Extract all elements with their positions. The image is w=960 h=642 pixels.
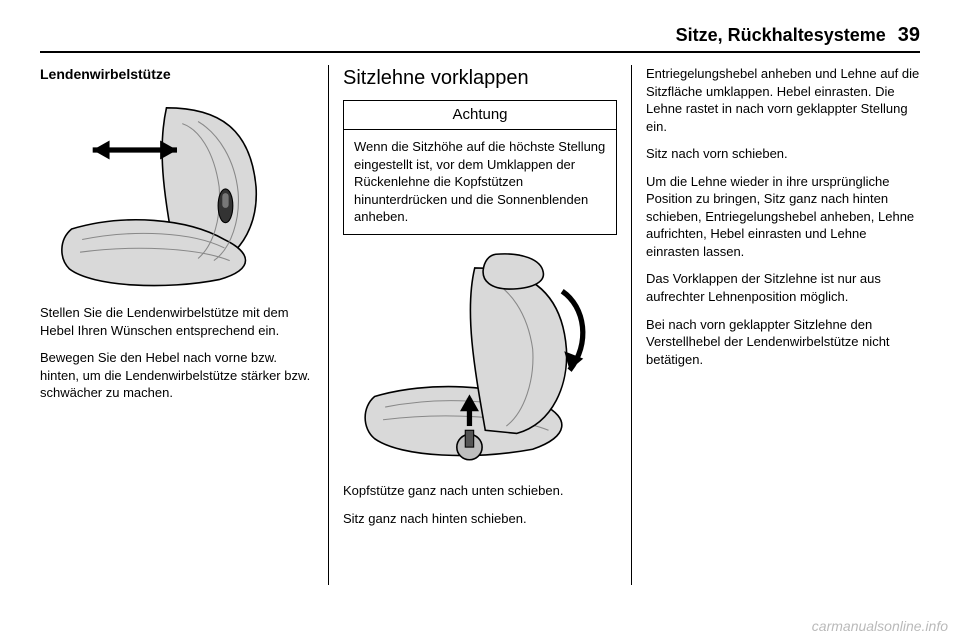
column-2: Sitzlehne vorklappen Achtung Wenn die Si… (329, 65, 631, 585)
watermark: carmanualsonline.info (812, 618, 948, 634)
col2-heading: Sitzlehne vorklappen (343, 65, 617, 92)
content-columns: Lendenwirbelstütze (40, 65, 920, 585)
notice-box: Achtung Wenn die Sitzhöhe auf die höchst… (343, 100, 617, 235)
col1-heading: Lendenwirbelstütze (40, 65, 314, 84)
col2-para1: Kopfstütze ganz nach unten schieben. (343, 482, 617, 500)
col3-para1: Entriegelungshebel anheben und Lehne auf… (646, 65, 920, 135)
col3-para3: Um die Lehne wieder in ihre ursprünglich… (646, 173, 920, 261)
col1-para1: Stellen Sie die Lendenwirbelstütze mit d… (40, 304, 314, 339)
col3-para5: Bei nach vorn geklappter Sitzlehne den V… (646, 316, 920, 369)
col2-para2: Sitz ganz nach hinten schieben. (343, 510, 617, 528)
col3-para2: Sitz nach vorn schieben. (646, 145, 920, 163)
manual-page: Sitze, Rückhaltesysteme 39 Lendenwirbels… (0, 0, 960, 642)
fold-seat-illustration (343, 249, 617, 470)
page-header: Sitze, Rückhaltesysteme 39 (40, 24, 920, 53)
column-1: Lendenwirbelstütze (40, 65, 328, 585)
col3-para4: Das Vorklappen der Sitzlehne ist nur aus… (646, 270, 920, 305)
notice-body: Wenn die Sitzhöhe auf die höchste Stellu… (344, 130, 616, 234)
page-number: 39 (898, 24, 920, 47)
lumbar-support-illustration (40, 92, 314, 292)
col1-para2: Bewegen Sie den Hebel nach vorne bzw. hi… (40, 349, 314, 402)
col2-figure (343, 249, 617, 470)
column-3: Entriegelungshebel anheben und Lehne auf… (632, 65, 920, 585)
chapter-title: Sitze, Rückhaltesysteme (676, 25, 886, 46)
notice-title: Achtung (344, 101, 616, 130)
col1-figure (40, 92, 314, 292)
